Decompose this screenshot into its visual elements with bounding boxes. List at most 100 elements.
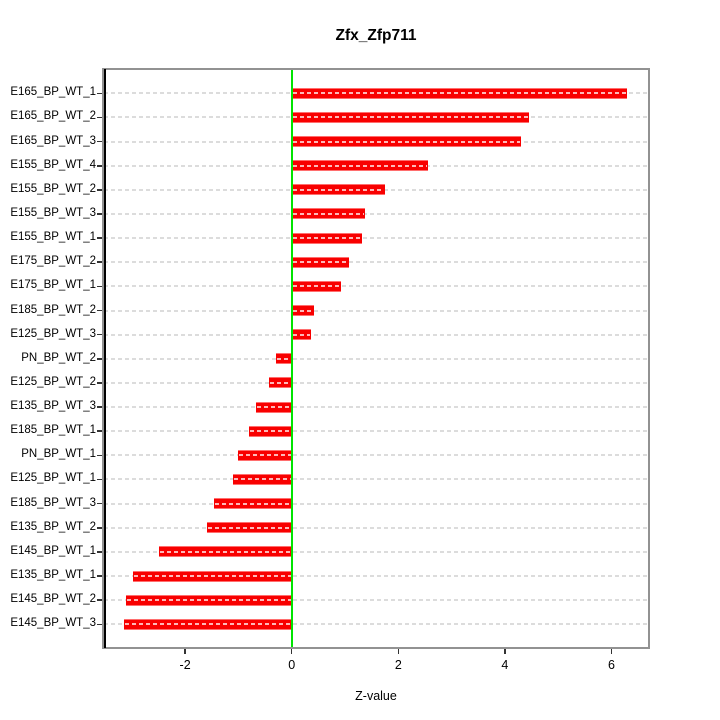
- bar-E175_BP_WT_2: [291, 256, 349, 268]
- x-axis-tick: [397, 648, 400, 654]
- bar-E175_BP_WT_1: [291, 280, 341, 292]
- y-axis-label: E165_BP_WT_3: [10, 134, 96, 147]
- h-gridline: [104, 550, 648, 553]
- h-gridline: [104, 261, 648, 264]
- y-axis-label: E135_BP_WT_2: [10, 520, 96, 533]
- y-axis-tick: [97, 454, 104, 457]
- y-axis-label: PN_BP_WT_2: [21, 351, 96, 364]
- x-axis-tick-label: 4: [501, 658, 509, 672]
- y-axis-tick: [97, 551, 104, 553]
- bar-E165_BP_WT_2: [291, 111, 529, 123]
- bar-center-dash: [256, 406, 291, 409]
- h-gridline: [104, 502, 648, 505]
- h-gridline: [104, 623, 648, 626]
- bar-E125_BP_WT_3: [291, 329, 311, 341]
- y-axis-label: E185_BP_WT_1: [10, 424, 96, 437]
- y-axis-tick: [97, 309, 104, 312]
- bar-E165_BP_WT_3: [291, 136, 521, 148]
- y-axis-label: E155_BP_WT_4: [10, 158, 96, 171]
- bar-center-dash: [126, 599, 291, 602]
- bar-center-dash: [159, 550, 291, 553]
- h-gridline: [104, 381, 648, 384]
- bar-center-dash: [292, 164, 428, 167]
- bar-center-dash: [292, 116, 528, 119]
- y-axis-tick: [97, 333, 104, 336]
- h-gridline: [104, 478, 648, 481]
- bar-center-dash: [214, 502, 291, 505]
- x-axis-tick: [290, 648, 293, 654]
- y-axis-label: E175_BP_WT_1: [10, 279, 96, 292]
- bar-center-dash: [270, 381, 291, 384]
- y-axis-tick: [97, 406, 104, 408]
- y-axis-tick: [97, 164, 104, 167]
- y-axis-tick: [97, 478, 104, 481]
- y-axis-tick: [97, 575, 104, 577]
- bar-center-dash: [292, 140, 520, 143]
- y-axis-label: E155_BP_WT_3: [10, 206, 96, 219]
- y-axis-label: E185_BP_WT_3: [10, 496, 96, 509]
- bar-center-dash: [292, 188, 385, 191]
- bar-E145_BP_WT_1: [158, 546, 292, 558]
- h-gridline: [104, 526, 648, 529]
- y-axis-label: E155_BP_WT_2: [10, 182, 96, 195]
- bar-E155_BP_WT_4: [291, 160, 429, 172]
- h-gridline: [104, 357, 648, 360]
- zero-line: [290, 70, 293, 647]
- y-axis-line: [104, 69, 106, 648]
- y-axis-tick: [97, 382, 104, 384]
- y-axis-tick: [97, 116, 104, 119]
- y-axis-label: E145_BP_WT_2: [10, 593, 96, 606]
- bar-center-dash: [239, 454, 291, 457]
- y-axis-label: E145_BP_WT_1: [10, 544, 96, 557]
- bar-E165_BP_WT_1: [291, 87, 628, 99]
- y-axis-label: E165_BP_WT_1: [10, 86, 96, 99]
- h-gridline: [104, 333, 648, 336]
- x-axis-title: Z-value: [355, 689, 397, 703]
- y-axis-label: E125_BP_WT_1: [10, 472, 96, 485]
- y-axis-label: E145_BP_WT_3: [10, 617, 96, 630]
- bar-E155_BP_WT_2: [291, 184, 386, 196]
- bar-E135_BP_WT_2: [206, 522, 292, 534]
- bar-center-dash: [277, 357, 291, 360]
- h-gridline: [104, 212, 648, 215]
- bar-E155_BP_WT_3: [291, 208, 366, 220]
- y-axis-label: E125_BP_WT_3: [10, 327, 96, 340]
- bar-center-dash: [207, 526, 291, 529]
- x-axis-tick: [504, 648, 506, 654]
- bar-E155_BP_WT_1: [291, 232, 362, 244]
- x-axis-tick-label: 2: [394, 658, 402, 672]
- h-gridline: [104, 430, 648, 433]
- y-axis-label: E155_BP_WT_1: [10, 231, 96, 244]
- bar-E145_BP_WT_3: [123, 618, 292, 630]
- bar-PN_BP_WT_2: [276, 353, 292, 365]
- y-axis-tick: [97, 502, 104, 505]
- bar-center-dash: [292, 333, 310, 336]
- y-axis-tick: [97, 189, 104, 191]
- bar-E145_BP_WT_2: [125, 594, 292, 606]
- bar-E185_BP_WT_1: [249, 425, 292, 437]
- y-axis-label: E165_BP_WT_2: [10, 110, 96, 123]
- bar-PN_BP_WT_1: [238, 449, 292, 461]
- y-axis-label: E135_BP_WT_1: [10, 569, 96, 582]
- bar-center-dash: [292, 212, 365, 215]
- h-gridline: [104, 454, 648, 457]
- bar-center-dash: [133, 575, 291, 578]
- bar-E185_BP_WT_3: [213, 498, 292, 510]
- x-axis-tick-label: 6: [608, 658, 615, 672]
- bar-E135_BP_WT_1: [132, 570, 292, 582]
- y-axis-tick: [97, 261, 104, 264]
- bar-E125_BP_WT_1: [233, 473, 292, 485]
- bar-center-dash: [124, 623, 291, 626]
- y-axis-label: E125_BP_WT_2: [10, 375, 96, 388]
- x-axis-tick-label: -2: [179, 658, 191, 672]
- y-axis-tick: [97, 430, 104, 432]
- y-axis-tick: [97, 358, 104, 360]
- h-gridline: [104, 309, 648, 312]
- x-axis-tick: [610, 648, 613, 654]
- h-gridline: [104, 285, 648, 288]
- h-gridline: [104, 406, 648, 409]
- y-axis-tick: [97, 599, 104, 601]
- x-axis-tick-label: 0: [288, 658, 296, 672]
- bar-center-dash: [292, 285, 340, 288]
